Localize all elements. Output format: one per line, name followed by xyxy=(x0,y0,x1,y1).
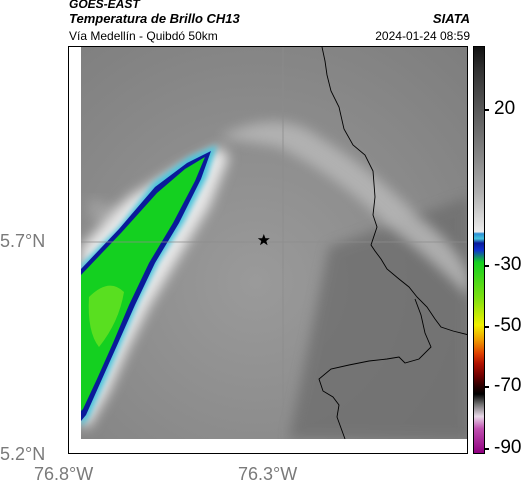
colorbar-label: -50 xyxy=(494,315,522,336)
timestamp: 2024-01-24 08:59 xyxy=(375,29,470,43)
colorbar-tick xyxy=(485,386,489,388)
colorbar-tick xyxy=(485,109,489,111)
latitude-label: 5.7°N xyxy=(0,231,46,251)
colorbar-label: 20 xyxy=(494,98,516,119)
cloud-edge xyxy=(81,145,217,427)
map-panel[interactable] xyxy=(68,46,468,454)
colorbar-tick xyxy=(485,265,489,267)
star-marker[interactable] xyxy=(257,234,270,246)
colorbar-label: -70 xyxy=(494,375,522,396)
brightness-temperature-map xyxy=(69,47,467,453)
latitude-label: 5.2°N xyxy=(0,444,46,464)
colorbar-label: -90 xyxy=(494,437,522,458)
border-line xyxy=(321,47,467,335)
colorbar-tick xyxy=(485,448,489,450)
longitude-label: 76.8°W xyxy=(34,464,94,484)
organization-label: SIATA xyxy=(432,11,470,26)
colorbar xyxy=(473,46,485,454)
product-title: Temperatura de Brillo CH13 xyxy=(69,11,240,26)
route-subtitle: Vía Medellín - Quibdó 50km xyxy=(69,29,218,43)
colorbar-tick xyxy=(485,326,489,328)
colorbar-label: -30 xyxy=(494,254,522,275)
satellite-name: GOES-EAST xyxy=(69,0,140,11)
border-line xyxy=(318,298,432,440)
longitude-label: 76.3°W xyxy=(238,464,298,484)
cold-cloud-core xyxy=(81,157,205,411)
